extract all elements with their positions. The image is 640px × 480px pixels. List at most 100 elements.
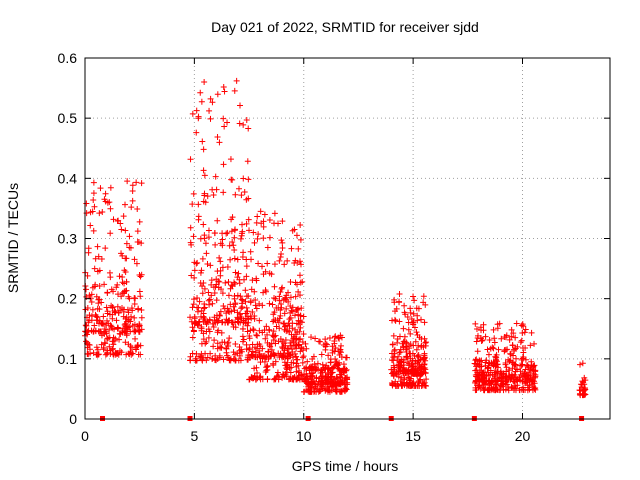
- data-point: [213, 276, 220, 283]
- data-point: [492, 372, 499, 379]
- data-point: [201, 79, 208, 86]
- data-point: [219, 290, 226, 297]
- data-point: [211, 290, 218, 297]
- data-point: [243, 341, 250, 348]
- data-point: [234, 309, 241, 316]
- data-point: [217, 258, 224, 265]
- data-point: [95, 300, 102, 307]
- data-point: [297, 221, 304, 228]
- data-point: [220, 115, 227, 122]
- data-point: [393, 305, 400, 312]
- data-point: [311, 361, 318, 368]
- data-point: [393, 383, 400, 390]
- data-point: [200, 280, 207, 287]
- data-point: [88, 291, 95, 298]
- data-point: [266, 327, 273, 334]
- data-point: [109, 325, 116, 332]
- data-point: [198, 267, 205, 274]
- data-point: [120, 325, 127, 332]
- data-point: [505, 372, 512, 379]
- data-point: [256, 300, 263, 307]
- data-point: [297, 261, 304, 268]
- data-point: [124, 178, 131, 185]
- data-point: [526, 377, 533, 384]
- data-point: [422, 357, 429, 364]
- data-point: [339, 379, 346, 386]
- data-point: [216, 278, 223, 285]
- data-point: [230, 242, 237, 249]
- data-point: [402, 370, 409, 377]
- data-point: [138, 307, 145, 314]
- data-point: [484, 346, 491, 353]
- data-point: [109, 345, 116, 352]
- data-point: [263, 323, 270, 330]
- data-point: [119, 305, 126, 312]
- data-point: [276, 257, 283, 264]
- data-point: [239, 297, 246, 304]
- data-point: [106, 343, 113, 350]
- data-point: [84, 272, 91, 279]
- data-point: [400, 343, 407, 350]
- data-point: [264, 376, 271, 383]
- data-point: [111, 337, 118, 344]
- data-point: [268, 346, 275, 353]
- data-point: [274, 369, 281, 376]
- data-point: [88, 327, 95, 334]
- data-point: [513, 355, 520, 362]
- data-point: [519, 330, 526, 337]
- data-point: [406, 362, 413, 369]
- data-point: [296, 369, 303, 376]
- data-point: [317, 387, 324, 394]
- data-point: [135, 238, 142, 245]
- data-point: [242, 298, 249, 305]
- data-point: [205, 334, 212, 341]
- data-point: [309, 355, 316, 362]
- data-point: [228, 308, 235, 315]
- data-point: [284, 257, 291, 264]
- data-point: [205, 234, 212, 241]
- data-point: [135, 351, 142, 358]
- data-point: [214, 134, 221, 141]
- data-point: [407, 309, 414, 316]
- data-point: [116, 336, 123, 343]
- data-point: [279, 245, 286, 252]
- data-point: [248, 374, 255, 381]
- data-point: [98, 299, 105, 306]
- data-point: [104, 336, 111, 343]
- data-point: [527, 342, 534, 349]
- data-point: [512, 361, 519, 368]
- data-point: [243, 220, 250, 227]
- data-point: [302, 340, 309, 347]
- data-point: [83, 322, 90, 329]
- data-point: [200, 167, 207, 174]
- data-point: [277, 300, 284, 307]
- data-point: [133, 179, 140, 186]
- data-point: [230, 323, 237, 330]
- data-point: [391, 316, 398, 323]
- data-point: [229, 238, 236, 245]
- data-point: [93, 344, 100, 351]
- data-point: [518, 386, 525, 393]
- data-point: [388, 380, 395, 387]
- data-point: [300, 353, 307, 360]
- data-point: [237, 235, 244, 242]
- data-point: [401, 302, 408, 309]
- data-point: [292, 293, 299, 300]
- data-point: [126, 233, 133, 240]
- data-point: [119, 274, 126, 281]
- data-point: [114, 303, 121, 310]
- data-point: [396, 299, 403, 306]
- data-point: [270, 311, 277, 318]
- data-point: [475, 376, 482, 383]
- data-point: [207, 350, 214, 357]
- data-point: [338, 342, 345, 349]
- data-point: [212, 173, 219, 180]
- data-point: [409, 380, 416, 387]
- data-point: [113, 317, 120, 324]
- data-point: [92, 255, 99, 262]
- data-point: [230, 349, 237, 356]
- data-point: [392, 378, 399, 385]
- data-point: [293, 335, 300, 342]
- data-point: [131, 301, 138, 308]
- data-point: [404, 314, 411, 321]
